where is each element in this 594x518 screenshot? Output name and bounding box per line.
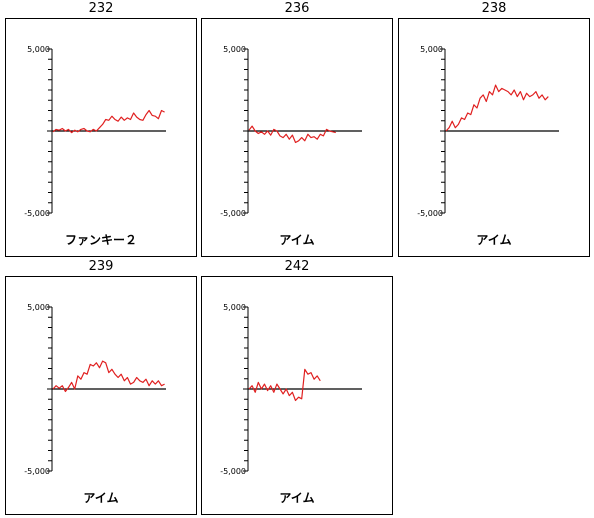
y-tick-label-bottom: -5,000 (220, 209, 246, 218)
chart-frame: 5,000 -5,000 ファンキー２ (5, 18, 197, 257)
chart-frame: 5,000 -5,000 アイム (398, 18, 590, 257)
chart-plot: 5,000 -5,000 (24, 45, 166, 218)
y-tick-label-top: 5,000 (223, 303, 246, 312)
series-line (52, 360, 165, 393)
series-line (248, 125, 336, 144)
y-tick-label-bottom: -5,000 (417, 209, 443, 218)
y-tick-label-top: 5,000 (223, 45, 246, 54)
chart-xlabel: アイム (476, 233, 512, 247)
series-line (248, 368, 321, 402)
chart-title: 238 (481, 1, 507, 16)
chart-xlabel: アイム (279, 233, 315, 247)
chart-frame: 5,000 -5,000 アイム (201, 276, 393, 515)
chart-plot: 5,000 -5,000 (220, 303, 362, 476)
chart-title: 242 (284, 259, 310, 274)
chart-title: 232 (88, 1, 114, 16)
series-line (445, 84, 549, 132)
chart-xlabel: アイム (279, 491, 315, 505)
y-tick-label-top: 5,000 (27, 303, 50, 312)
y-tick-label-top: 5,000 (420, 45, 443, 54)
chart-plot: 5,000 -5,000 (24, 303, 166, 476)
chart-plot: 5,000 -5,000 (417, 45, 559, 218)
y-tick-label-bottom: -5,000 (220, 467, 246, 476)
chart-title: 239 (88, 259, 114, 274)
chart-frame: 5,000 -5,000 アイム (201, 18, 393, 257)
y-tick-label-top: 5,000 (27, 45, 50, 54)
chart-plot: 5,000 -5,000 (220, 45, 362, 218)
chart-xlabel: ファンキー２ (64, 233, 137, 247)
chart-xlabel: アイム (83, 491, 119, 505)
y-tick-label-bottom: -5,000 (24, 209, 50, 218)
chart-frame: 5,000 -5,000 アイム (5, 276, 197, 515)
chart-title: 236 (284, 1, 310, 16)
series-line (52, 109, 165, 134)
y-tick-label-bottom: -5,000 (24, 467, 50, 476)
